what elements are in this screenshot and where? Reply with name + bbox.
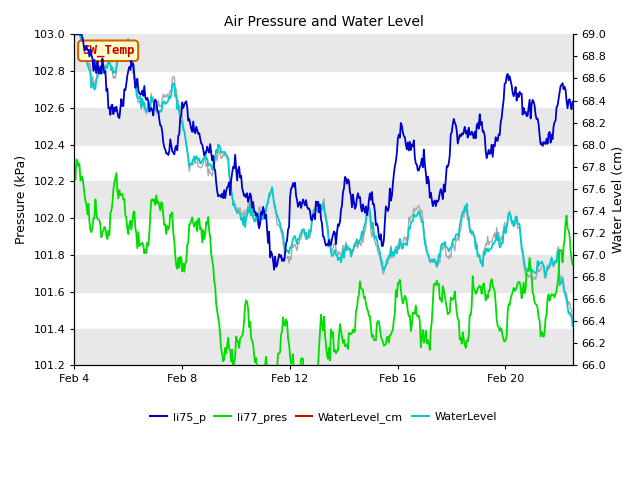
Bar (74, 181, 573, 218)
Bar (74, 329, 573, 365)
Text: SW_Temp: SW_Temp (82, 44, 134, 57)
Y-axis label: Pressure (kPa): Pressure (kPa) (15, 156, 28, 244)
Legend: li75_p, li77_pres, WaterLevel_cm, WaterLevel: li75_p, li77_pres, WaterLevel_cm, WaterL… (146, 408, 501, 427)
Title: Air Pressure and Water Level: Air Pressure and Water Level (223, 15, 424, 29)
Y-axis label: Water Level (cm): Water Level (cm) (612, 146, 625, 253)
Bar (74, 108, 573, 144)
Bar (74, 255, 573, 292)
Bar (74, 35, 573, 71)
